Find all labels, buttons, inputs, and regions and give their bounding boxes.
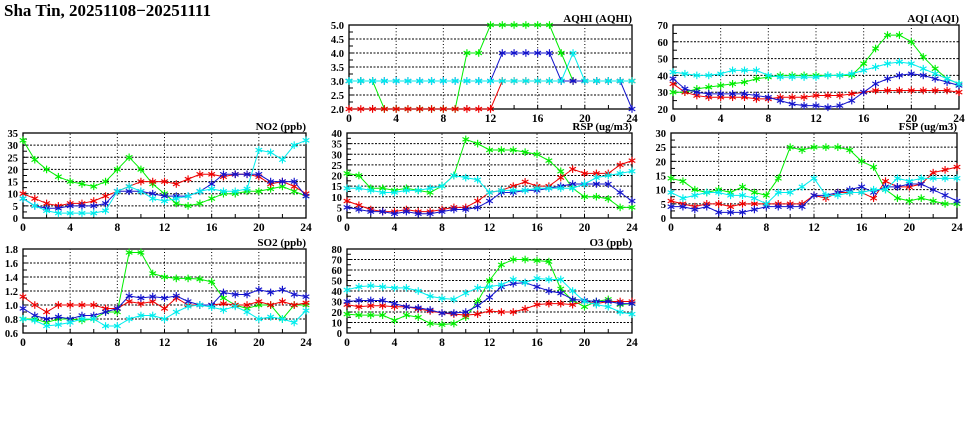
svg-text:24: 24 (300, 337, 312, 349)
svg-text:4: 4 (67, 222, 73, 234)
svg-text:20: 20 (658, 105, 669, 116)
svg-text:30: 30 (658, 88, 669, 99)
svg-text:0: 0 (337, 214, 342, 225)
svg-text:5: 5 (661, 200, 666, 211)
svg-text:5: 5 (13, 202, 18, 213)
svg-text:70: 70 (658, 21, 669, 32)
svg-text:15: 15 (656, 172, 667, 183)
svg-text:40: 40 (332, 287, 343, 298)
svg-text:8: 8 (439, 337, 445, 349)
svg-text:25: 25 (656, 143, 667, 154)
svg-text:SO2 (ppb): SO2 (ppb) (257, 237, 306, 249)
svg-text:5.0: 5.0 (331, 21, 344, 32)
svg-text:2.0: 2.0 (331, 105, 344, 116)
svg-text:24: 24 (626, 222, 638, 234)
svg-text:24: 24 (300, 222, 312, 234)
svg-text:4: 4 (392, 337, 398, 349)
svg-text:1.4: 1.4 (5, 273, 19, 284)
svg-text:20: 20 (8, 165, 19, 176)
svg-text:10: 10 (332, 193, 343, 204)
svg-text:1.8: 1.8 (5, 245, 18, 256)
svg-text:0: 0 (20, 222, 26, 234)
svg-text:30: 30 (332, 150, 343, 161)
svg-text:RSP (ug/m3): RSP (ug/m3) (572, 121, 632, 133)
svg-text:25: 25 (332, 161, 343, 172)
svg-text:16: 16 (531, 337, 543, 349)
svg-text:AQHI (AQHI): AQHI (AQHI) (563, 13, 632, 25)
svg-text:8: 8 (763, 222, 769, 234)
svg-text:0: 0 (337, 329, 342, 340)
svg-text:3.0: 3.0 (331, 77, 344, 88)
svg-text:2.5: 2.5 (331, 91, 344, 102)
svg-text:20: 20 (332, 308, 343, 319)
svg-text:30: 30 (332, 298, 343, 309)
svg-text:20: 20 (904, 222, 916, 234)
svg-text:15: 15 (8, 178, 19, 189)
svg-text:35: 35 (8, 129, 19, 140)
svg-text:24: 24 (626, 337, 638, 349)
svg-text:1.6: 1.6 (5, 259, 18, 270)
svg-text:0: 0 (344, 222, 350, 234)
svg-text:0: 0 (344, 337, 350, 349)
svg-text:40: 40 (658, 71, 669, 82)
svg-text:5: 5 (337, 203, 342, 214)
svg-text:FSP (ug/m3): FSP (ug/m3) (899, 121, 958, 133)
svg-text:10: 10 (656, 186, 667, 197)
svg-text:12: 12 (159, 337, 171, 349)
svg-text:25: 25 (8, 153, 19, 164)
svg-text:4: 4 (716, 222, 722, 234)
svg-text:40: 40 (332, 129, 343, 140)
svg-text:4.5: 4.5 (331, 35, 344, 46)
svg-text:8: 8 (114, 222, 120, 234)
svg-text:12: 12 (808, 222, 820, 234)
svg-text:60: 60 (332, 266, 343, 277)
svg-text:24: 24 (951, 222, 963, 234)
svg-text:8: 8 (439, 222, 445, 234)
svg-text:10: 10 (8, 190, 19, 201)
svg-text:15: 15 (332, 182, 343, 193)
svg-text:1.0: 1.0 (5, 301, 18, 312)
svg-text:0: 0 (13, 214, 18, 225)
svg-text:20: 20 (579, 337, 591, 349)
svg-text:50: 50 (658, 55, 669, 66)
svg-text:50: 50 (332, 277, 343, 288)
svg-text:12: 12 (159, 222, 171, 234)
svg-text:20: 20 (656, 157, 667, 168)
svg-text:35: 35 (332, 140, 343, 151)
svg-text:20: 20 (253, 337, 265, 349)
svg-text:O3 (ppb): O3 (ppb) (590, 237, 633, 249)
svg-text:70: 70 (332, 256, 343, 267)
svg-text:20: 20 (332, 172, 343, 183)
svg-text:80: 80 (332, 245, 343, 256)
svg-text:60: 60 (658, 38, 669, 49)
svg-text:4: 4 (392, 222, 398, 234)
svg-text:12: 12 (484, 222, 496, 234)
svg-text:10: 10 (332, 319, 343, 330)
svg-text:20: 20 (579, 222, 591, 234)
svg-text:0: 0 (661, 214, 666, 225)
svg-text:8: 8 (114, 337, 120, 349)
svg-text:12: 12 (484, 337, 496, 349)
svg-text:AQI (AQI): AQI (AQI) (907, 13, 959, 25)
svg-text:4.0: 4.0 (331, 49, 344, 60)
svg-text:16: 16 (206, 222, 218, 234)
svg-text:NO2 (ppb): NO2 (ppb) (256, 121, 307, 133)
svg-text:20: 20 (253, 222, 265, 234)
svg-text:16: 16 (531, 222, 543, 234)
svg-text:1.2: 1.2 (5, 287, 18, 298)
svg-text:3.5: 3.5 (331, 63, 344, 74)
svg-text:16: 16 (856, 222, 868, 234)
svg-text:0.6: 0.6 (5, 329, 18, 340)
svg-text:16: 16 (206, 337, 218, 349)
svg-text:30: 30 (656, 129, 667, 140)
svg-text:0: 0 (20, 337, 26, 349)
svg-text:0: 0 (668, 222, 674, 234)
svg-text:0.8: 0.8 (5, 315, 18, 326)
svg-text:30: 30 (8, 141, 19, 152)
svg-text:4: 4 (67, 337, 73, 349)
